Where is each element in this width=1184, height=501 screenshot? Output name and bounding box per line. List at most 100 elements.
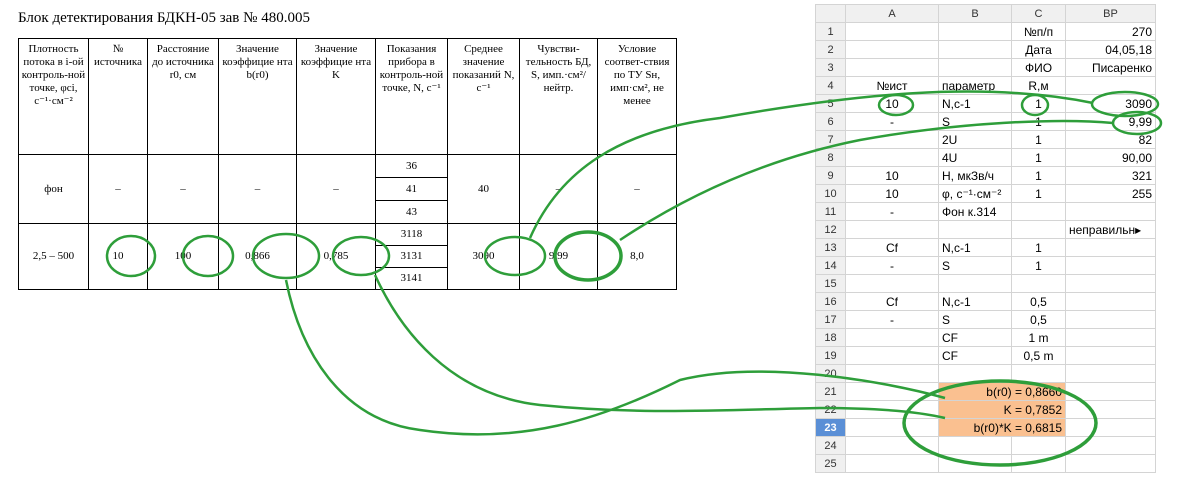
column-header[interactable]: BP [1065, 4, 1156, 23]
sheet-cell[interactable] [1065, 382, 1156, 401]
sheet-cell[interactable] [845, 22, 939, 41]
sheet-cell[interactable] [1011, 202, 1066, 221]
sheet-cell[interactable] [1065, 202, 1156, 221]
sheet-cell[interactable]: 321 [1065, 166, 1156, 185]
sheet-cell[interactable] [938, 364, 1012, 383]
column-header[interactable]: A [845, 4, 939, 23]
row-header[interactable]: 21 [815, 382, 846, 401]
row-header[interactable]: 19 [815, 346, 846, 365]
row-header[interactable]: 25 [815, 454, 846, 473]
row-header[interactable]: 24 [815, 436, 846, 455]
sheet-cell[interactable] [1065, 364, 1156, 383]
sheet-cell[interactable]: 2U [938, 130, 1012, 149]
sheet-cell[interactable]: 1 [1011, 94, 1066, 113]
sheet-cell[interactable] [1065, 328, 1156, 347]
sheet-cell[interactable] [845, 328, 939, 347]
row-header[interactable]: 8 [815, 148, 846, 167]
row-header[interactable]: 9 [815, 166, 846, 185]
sheet-cell[interactable]: K = 0,7852 [938, 400, 1066, 419]
sheet-cell[interactable]: 3090 [1065, 94, 1156, 113]
row-header[interactable]: 17 [815, 310, 846, 329]
sheet-cell[interactable] [845, 400, 939, 419]
sheet-cell[interactable]: 0,5 [1011, 292, 1066, 311]
sheet-cell[interactable] [845, 346, 939, 365]
sheet-cell[interactable]: 270 [1065, 22, 1156, 41]
spreadsheet-grid[interactable]: A B C BP 1 №п/п 270 2 Дата 04,05,18 3 ФИО Писаре… [815, 4, 1156, 473]
sheet-cell[interactable] [938, 274, 1012, 293]
sheet-cell[interactable] [938, 22, 1012, 41]
sheet-cell[interactable]: 10 [845, 166, 939, 185]
sheet-cell[interactable] [1011, 454, 1066, 473]
sheet-cell[interactable]: N,с-1 [938, 94, 1012, 113]
sheet-cell[interactable]: №п/п [1011, 22, 1066, 41]
sheet-cell[interactable]: - [845, 310, 939, 329]
row-header[interactable]: 22 [815, 400, 846, 419]
sheet-cell[interactable]: φ, с⁻¹·см⁻² [938, 184, 1012, 203]
sheet-cell[interactable]: неправильн▸ [1065, 220, 1156, 239]
row-header[interactable]: 4 [815, 76, 846, 95]
row-header[interactable]: 23 [815, 418, 846, 437]
sheet-cell[interactable]: S [938, 112, 1012, 131]
sheet-cell[interactable] [845, 40, 939, 59]
row-header[interactable]: 12 [815, 220, 846, 239]
sheet-cell[interactable]: 04,05,18 [1065, 40, 1156, 59]
sheet-cell[interactable] [1065, 400, 1156, 419]
sheet-cell[interactable]: 1 [1011, 184, 1066, 203]
sheet-cell[interactable]: ФИО [1011, 58, 1066, 77]
sheet-cell[interactable] [1065, 418, 1156, 437]
sheet-cell[interactable]: Cf [845, 292, 939, 311]
row-header[interactable]: 20 [815, 364, 846, 383]
sheet-cell[interactable]: S [938, 256, 1012, 275]
row-header[interactable]: 14 [815, 256, 846, 275]
sheet-cell[interactable]: 82 [1065, 130, 1156, 149]
sheet-cell[interactable] [845, 436, 939, 455]
sheet-cell[interactable]: 0,5 m [1011, 346, 1066, 365]
sheet-cell[interactable] [845, 130, 939, 149]
row-header[interactable]: 3 [815, 58, 846, 77]
row-header[interactable]: 2 [815, 40, 846, 59]
sheet-cell[interactable]: N,с-1 [938, 238, 1012, 257]
corner-cell[interactable] [815, 4, 846, 23]
sheet-cell[interactable] [1065, 292, 1156, 311]
sheet-cell[interactable]: 1 [1011, 256, 1066, 275]
column-header[interactable]: C [1011, 4, 1066, 23]
sheet-cell[interactable]: H, мкЗв/ч [938, 166, 1012, 185]
sheet-cell[interactable] [1065, 238, 1156, 257]
sheet-cell[interactable]: параметр [938, 76, 1012, 95]
sheet-cell[interactable]: b(r0) = 0,8660 [938, 382, 1066, 401]
row-header[interactable]: 16 [815, 292, 846, 311]
sheet-cell[interactable] [845, 274, 939, 293]
sheet-cell[interactable]: b(r0)*K = 0,6815 [938, 418, 1066, 437]
sheet-cell[interactable]: 9,99 [1065, 112, 1156, 131]
row-header[interactable]: 10 [815, 184, 846, 203]
sheet-cell[interactable]: 4U [938, 148, 1012, 167]
sheet-cell[interactable]: CF [938, 328, 1012, 347]
sheet-cell[interactable]: - [845, 256, 939, 275]
sheet-cell[interactable]: 255 [1065, 184, 1156, 203]
sheet-cell[interactable]: Дата [1011, 40, 1066, 59]
sheet-cell[interactable]: Писаренко [1065, 58, 1156, 77]
row-header[interactable]: 15 [815, 274, 846, 293]
spreadsheet[interactable]: A B C BP 1 №п/п 270 2 Дата 04,05,18 3 ФИО Писаре… [815, 4, 1156, 473]
sheet-cell[interactable] [845, 382, 939, 401]
row-header[interactable]: 5 [815, 94, 846, 113]
sheet-cell[interactable] [845, 58, 939, 77]
sheet-cell[interactable] [1065, 436, 1156, 455]
sheet-cell[interactable]: - [845, 112, 939, 131]
sheet-cell[interactable] [1065, 310, 1156, 329]
sheet-cell[interactable]: 1 [1011, 166, 1066, 185]
sheet-cell[interactable]: 10 [845, 94, 939, 113]
sheet-cell[interactable] [1065, 274, 1156, 293]
sheet-cell[interactable]: 1 [1011, 148, 1066, 167]
sheet-cell[interactable] [845, 418, 939, 437]
sheet-cell[interactable] [938, 220, 1012, 239]
row-header[interactable]: 18 [815, 328, 846, 347]
sheet-cell[interactable] [1065, 256, 1156, 275]
sheet-cell[interactable]: 10 [845, 184, 939, 203]
sheet-cell[interactable] [938, 454, 1012, 473]
sheet-cell[interactable] [938, 436, 1012, 455]
sheet-cell[interactable]: 1 m [1011, 328, 1066, 347]
sheet-cell[interactable]: CF [938, 346, 1012, 365]
sheet-cell[interactable] [845, 220, 939, 239]
sheet-cell[interactable] [1011, 364, 1066, 383]
